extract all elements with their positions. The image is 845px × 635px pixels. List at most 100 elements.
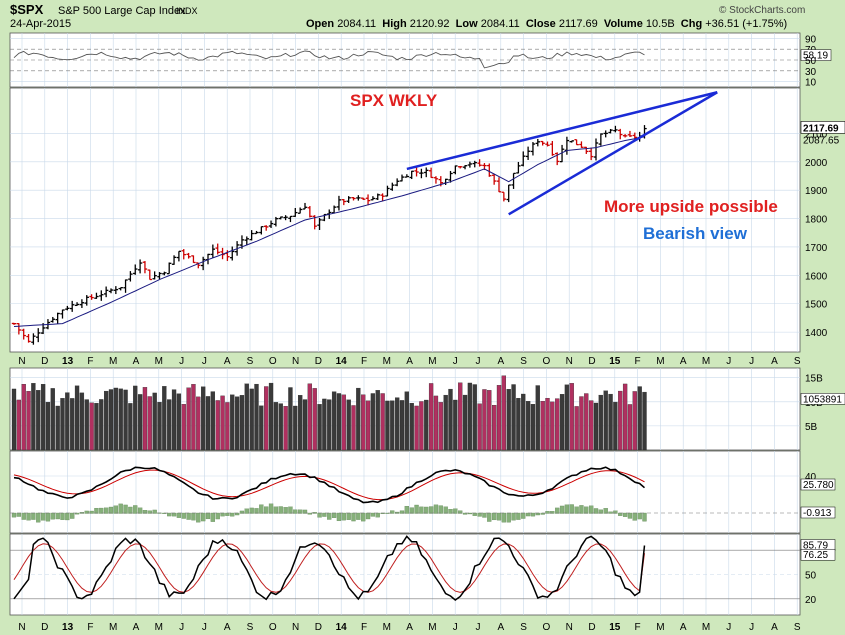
x-tick-label-top: M bbox=[702, 356, 710, 367]
volume-bar bbox=[399, 400, 405, 451]
macd-histogram-bar bbox=[622, 512, 628, 517]
macd-histogram-bar bbox=[336, 512, 342, 522]
volume-bar bbox=[477, 403, 482, 451]
rsi-y-tick-label: 50 bbox=[805, 56, 817, 67]
upside-annotation: More upside possible bbox=[604, 197, 778, 216]
x-tick-label-top: J bbox=[202, 356, 207, 367]
x-tick-label-bottom: D bbox=[41, 622, 48, 633]
macd-histogram-bar bbox=[516, 512, 521, 520]
macd-histogram-bar bbox=[491, 512, 497, 521]
macd-histogram-bar bbox=[307, 512, 313, 515]
volume-bar bbox=[482, 389, 487, 451]
macd-histogram-bar bbox=[555, 507, 560, 514]
macd-histogram-bar bbox=[579, 505, 584, 514]
x-tick-label-top: N bbox=[292, 356, 299, 367]
macd-histogram-bar bbox=[627, 512, 633, 519]
price-y-tick-label: 1900 bbox=[805, 186, 828, 197]
x-tick-label-top: A bbox=[133, 356, 140, 367]
volume-bar bbox=[511, 384, 516, 451]
volume-bar bbox=[564, 384, 570, 451]
volume-bar bbox=[559, 394, 565, 451]
volume-bar bbox=[530, 403, 536, 451]
close-value: 2117.69 bbox=[558, 18, 598, 30]
volume-bar bbox=[40, 384, 46, 451]
volume-bar bbox=[598, 394, 603, 451]
volume-bar bbox=[312, 388, 317, 451]
x-tick-label-bottom: F bbox=[87, 622, 93, 633]
macd-histogram-bar bbox=[637, 512, 642, 520]
volume-bar bbox=[550, 401, 555, 451]
macd-histogram-bar bbox=[535, 512, 540, 516]
macd-histogram-bar bbox=[278, 506, 283, 514]
volume-bar bbox=[302, 399, 308, 451]
macd-histogram-bar bbox=[632, 512, 637, 521]
x-tick-label-bottom: D bbox=[315, 622, 322, 633]
volume-bar bbox=[462, 394, 468, 451]
volume-bar bbox=[336, 393, 342, 451]
volume-bar bbox=[244, 383, 249, 451]
volume-bar bbox=[394, 397, 400, 451]
macd-histogram-bar bbox=[550, 511, 555, 514]
volume-bar bbox=[55, 405, 60, 451]
macd-histogram-bar bbox=[613, 510, 618, 514]
macd-histogram-bar bbox=[147, 510, 152, 514]
volume-bar bbox=[196, 396, 201, 451]
macd-histogram-bar bbox=[123, 504, 128, 514]
macd-histogram-bar bbox=[327, 512, 332, 520]
macd-histogram-bar bbox=[375, 512, 380, 518]
x-tick-label-top: S bbox=[247, 356, 254, 367]
x-tick-label-top: J bbox=[476, 356, 481, 367]
macd-histogram-bar bbox=[118, 503, 123, 514]
stochastic-y-tick-label: 50 bbox=[805, 571, 817, 582]
macd-histogram-bar bbox=[409, 507, 414, 514]
macd-histogram-bar bbox=[99, 507, 104, 514]
macd-histogram-bar bbox=[433, 504, 439, 514]
macd-histogram-bar bbox=[152, 509, 157, 514]
macd-histogram-bar bbox=[128, 506, 133, 514]
macd-histogram-bar bbox=[21, 512, 26, 520]
macd-histogram-bar bbox=[104, 507, 109, 514]
volume-bar bbox=[428, 383, 434, 451]
macd-histogram-bar bbox=[530, 512, 536, 517]
macd-histogram-bar bbox=[506, 512, 511, 523]
macd-signal-line bbox=[13, 469, 645, 501]
volume-bar bbox=[618, 390, 623, 451]
rsi-line bbox=[13, 50, 645, 69]
macd-histogram-bar bbox=[191, 512, 196, 521]
x-tick-label-top: A bbox=[224, 356, 231, 367]
volume-bar bbox=[603, 390, 608, 451]
last-price-box bbox=[800, 121, 845, 134]
rsi-y-tick-label: 10 bbox=[805, 78, 817, 89]
volume-bar bbox=[191, 384, 196, 451]
macd-histogram-bar bbox=[200, 512, 206, 522]
exchange: INDX bbox=[176, 6, 198, 16]
macd-histogram-bar bbox=[215, 512, 220, 520]
macd-histogram-bar bbox=[94, 507, 99, 514]
price-y-tick-label: 1400 bbox=[805, 328, 828, 339]
x-tick-label-top: A bbox=[406, 356, 413, 367]
macd-histogram-bar bbox=[390, 510, 395, 514]
volume-bar bbox=[60, 398, 65, 451]
volume-bar bbox=[327, 399, 332, 451]
volume-bar bbox=[205, 396, 211, 451]
volume-bar bbox=[356, 387, 361, 451]
ma-value-label: 2087.65 bbox=[803, 135, 840, 146]
macd-histogram-bar bbox=[176, 512, 182, 518]
macd-histogram-bar bbox=[428, 506, 434, 514]
x-tick-label-top: M bbox=[428, 356, 436, 367]
macd-histogram-bar bbox=[521, 512, 526, 519]
macd-histogram-bar bbox=[574, 506, 579, 514]
x-tick-label-bottom: M bbox=[656, 622, 664, 633]
macd-histogram-bar bbox=[196, 512, 201, 523]
moving-average-line bbox=[13, 136, 645, 327]
volume-bar bbox=[89, 402, 94, 451]
volume-bar bbox=[70, 398, 75, 451]
x-tick-label-bottom: A bbox=[680, 622, 687, 633]
macd-histogram-bar bbox=[249, 507, 254, 514]
macd-histogram-bar bbox=[133, 505, 138, 514]
x-tick-label-bottom: A bbox=[497, 622, 504, 633]
x-tick-label-top: J bbox=[749, 356, 754, 367]
macd-histogram-bar bbox=[297, 509, 303, 514]
x-tick-label-bottom: D bbox=[588, 622, 595, 633]
macd-histogram-bar bbox=[477, 512, 482, 517]
